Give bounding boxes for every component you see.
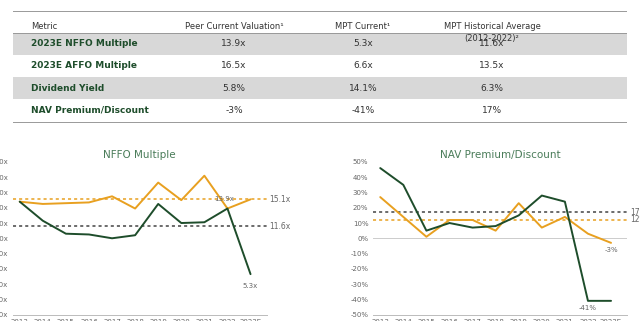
Text: -41%: -41% xyxy=(351,106,374,115)
Text: -3%: -3% xyxy=(225,106,243,115)
Text: 5.8%: 5.8% xyxy=(223,84,246,93)
Text: 17%: 17% xyxy=(630,208,640,217)
Text: 13.5x: 13.5x xyxy=(479,61,505,70)
Bar xyxy=(13,77,627,99)
Text: 14.1%: 14.1% xyxy=(349,84,378,93)
Text: 6.3%: 6.3% xyxy=(481,84,504,93)
Text: 15.1x: 15.1x xyxy=(269,195,291,204)
Text: 6.6x: 6.6x xyxy=(353,61,373,70)
Text: 2023E AFFO Multiple: 2023E AFFO Multiple xyxy=(31,61,137,70)
Text: 11.6x: 11.6x xyxy=(479,39,505,48)
Text: 11.6x: 11.6x xyxy=(269,221,291,230)
Text: NAV Premium/Discount: NAV Premium/Discount xyxy=(31,106,149,115)
Text: 5.3x: 5.3x xyxy=(243,282,258,289)
Text: 16.5x: 16.5x xyxy=(221,61,247,70)
Text: 2023E NFFO Multiple: 2023E NFFO Multiple xyxy=(31,39,138,48)
Text: Dividend Yield: Dividend Yield xyxy=(31,84,104,93)
Bar xyxy=(13,32,627,55)
Text: 13.9x: 13.9x xyxy=(214,196,234,202)
Title: NFFO Multiple: NFFO Multiple xyxy=(104,150,176,160)
Text: 5.3x: 5.3x xyxy=(353,39,373,48)
Text: 12%: 12% xyxy=(630,215,640,224)
Text: -41%: -41% xyxy=(579,305,597,311)
Text: 13.9x: 13.9x xyxy=(221,39,247,48)
Text: 17%: 17% xyxy=(482,106,502,115)
Text: Peer Current Valuation¹: Peer Current Valuation¹ xyxy=(185,22,284,31)
Text: MPT Historical Average
(2012-2022)²: MPT Historical Average (2012-2022)² xyxy=(444,22,540,43)
Text: Metric: Metric xyxy=(31,22,58,31)
Text: -3%: -3% xyxy=(604,247,618,254)
Title: NAV Premium/Discount: NAV Premium/Discount xyxy=(440,150,561,160)
Text: MPT Current¹: MPT Current¹ xyxy=(335,22,390,31)
